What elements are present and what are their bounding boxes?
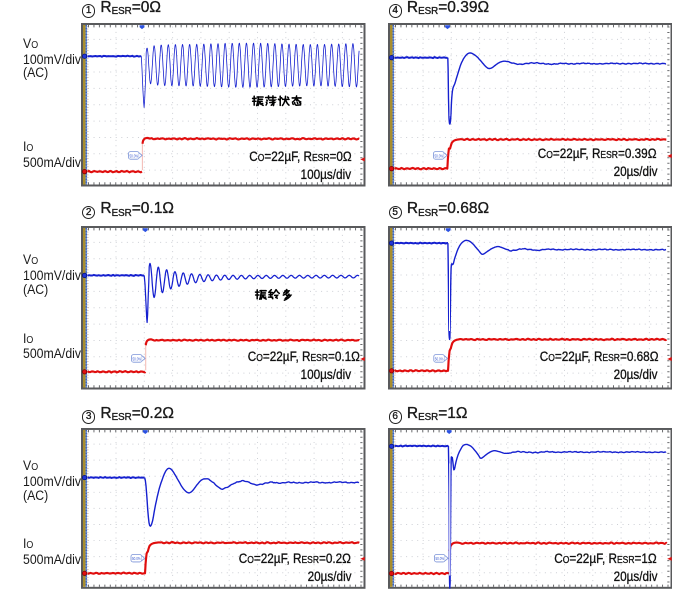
svg-text:50.0%: 50.0% (434, 356, 443, 361)
svg-text:50.0%: 50.0% (133, 356, 142, 361)
svg-text:50.0%: 50.0% (435, 556, 444, 561)
svg-text:50.0%: 50.0% (130, 153, 139, 158)
svg-text:50.0%: 50.0% (434, 153, 443, 158)
svg-text:50.0%: 50.0% (132, 556, 141, 561)
